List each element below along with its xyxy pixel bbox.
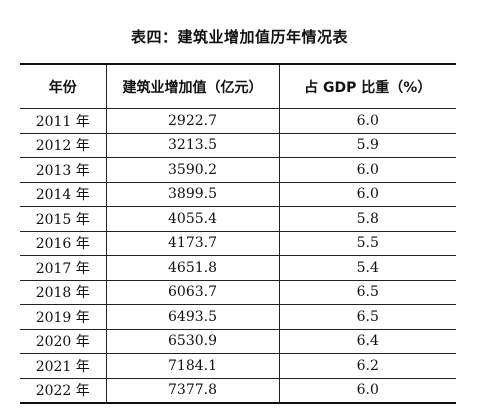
cell-gdp-share: 5.4 [278,255,456,281]
cell-added-value: 4173.7 [105,231,280,256]
cell-year: 2022 年 [20,378,107,404]
cell-gdp-share: 5.9 [278,133,456,158]
table-row: 2015 年 4055.4 5.8 [20,206,456,232]
table-row: 2012 年 3213.5 5.9 [20,133,456,158]
cell-added-value: 6530.9 [105,329,280,354]
cell-added-value: 3213.5 [105,133,280,158]
table-row: 2013 年 3590.2 6.0 [20,157,456,183]
cell-year: 2012 年 [20,133,107,158]
table-row: 2017 年 4651.8 5.4 [20,255,456,281]
cell-added-value: 6493.5 [105,304,280,330]
cell-gdp-share: 5.8 [278,206,456,232]
cell-gdp-share: 6.0 [278,157,456,183]
header-added-value: 建筑业增加值（亿元） [105,63,280,109]
cell-gdp-share: 6.0 [278,378,456,404]
cell-year: 2011 年 [20,108,107,134]
table-row: 2019 年 6493.5 6.5 [20,304,456,330]
construction-value-table: 年份 建筑业增加值（亿元） 占 GDP 比重（%） 2011 年 2922.7 … [20,63,456,404]
header-gdp-share: 占 GDP 比重（%） [278,63,456,109]
table-row: 2016 年 4173.7 5.5 [20,231,456,256]
cell-added-value: 2922.7 [105,108,280,134]
cell-added-value: 7184.1 [105,353,280,379]
table-title: 表四：建筑业增加值历年情况表 [130,28,348,46]
table-row: 2018 年 6063.7 6.5 [20,280,456,305]
cell-added-value: 6063.7 [105,280,280,305]
table-row: 2021 年 7184.1 6.2 [20,353,456,379]
table-row: 2022 年 7377.8 6.0 [20,378,456,404]
table-row: 2011 年 2922.7 6.0 [20,108,456,134]
cell-year: 2013 年 [20,157,107,183]
cell-gdp-share: 6.4 [278,329,456,354]
cell-year: 2019 年 [20,304,107,330]
cell-added-value: 4055.4 [105,206,280,232]
cell-year: 2014 年 [20,182,107,207]
cell-year: 2016 年 [20,231,107,256]
cell-gdp-share: 6.0 [278,108,456,134]
cell-gdp-share: 5.5 [278,231,456,256]
cell-year: 2020 年 [20,329,107,354]
table-header-row: 年份 建筑业增加值（亿元） 占 GDP 比重（%） [20,63,456,109]
cell-year: 2018 年 [20,280,107,305]
header-year: 年份 [20,63,107,109]
cell-gdp-share: 6.2 [278,353,456,379]
cell-added-value: 3899.5 [105,182,280,207]
cell-gdp-share: 6.0 [278,182,456,207]
cell-year: 2017 年 [20,255,107,281]
cell-added-value: 3590.2 [105,157,280,183]
cell-year: 2015 年 [20,206,107,232]
cell-added-value: 4651.8 [105,255,280,281]
table-row: 2014 年 3899.5 6.0 [20,182,456,207]
table-row: 2020 年 6530.9 6.4 [20,329,456,354]
cell-added-value: 7377.8 [105,378,280,404]
cell-year: 2021 年 [20,353,107,379]
cell-gdp-share: 6.5 [278,280,456,305]
cell-gdp-share: 6.5 [278,304,456,330]
